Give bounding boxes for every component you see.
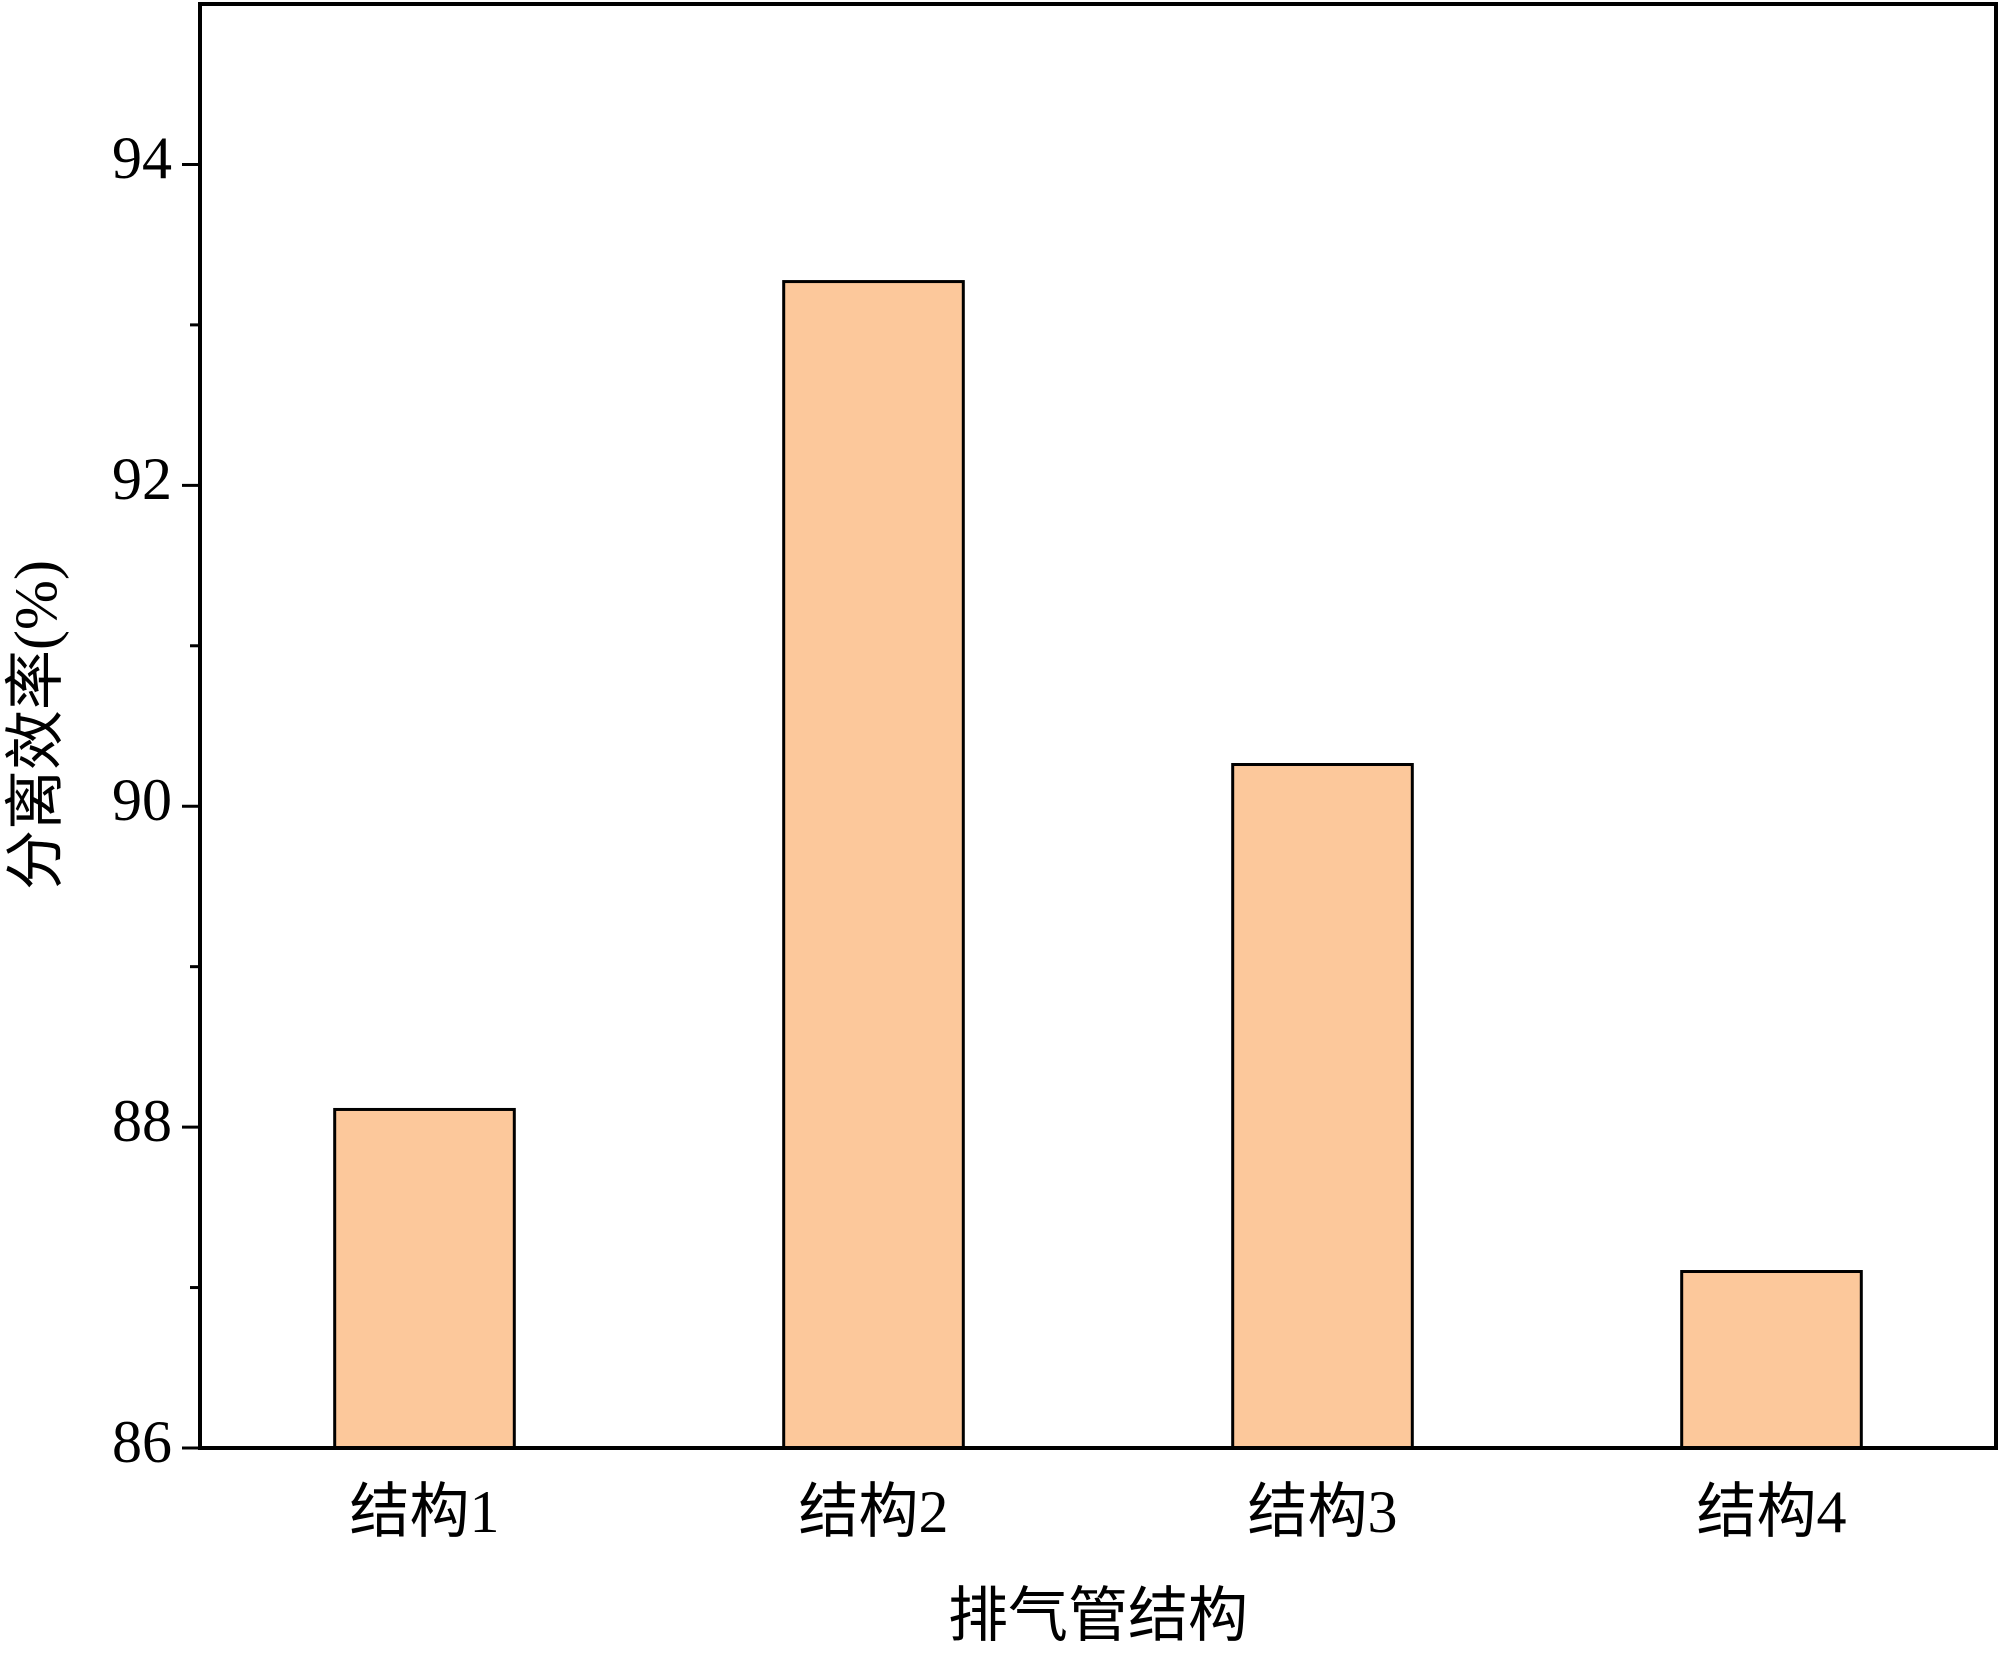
y-tick-label: 86	[112, 1409, 172, 1475]
bar	[782, 280, 965, 1450]
bar	[1680, 1270, 1863, 1450]
y-tick-label: 94	[112, 125, 172, 191]
plot-frame	[198, 2, 1998, 1450]
x-tick-label: 结构1	[350, 1479, 500, 1545]
x-tick-label: 结构4	[1697, 1479, 1847, 1545]
y-tick-label: 92	[112, 446, 172, 512]
bar	[1231, 763, 1414, 1450]
x-tick-label: 结构2	[799, 1479, 949, 1545]
y-tick-label: 90	[112, 767, 172, 833]
y-tick-label: 88	[112, 1088, 172, 1154]
y-axis-label: 分离效率(%)	[3, 560, 69, 890]
x-axis-label: 排气管结构	[948, 1583, 1248, 1649]
bar	[333, 1107, 516, 1450]
x-tick-label: 结构3	[1248, 1479, 1398, 1545]
